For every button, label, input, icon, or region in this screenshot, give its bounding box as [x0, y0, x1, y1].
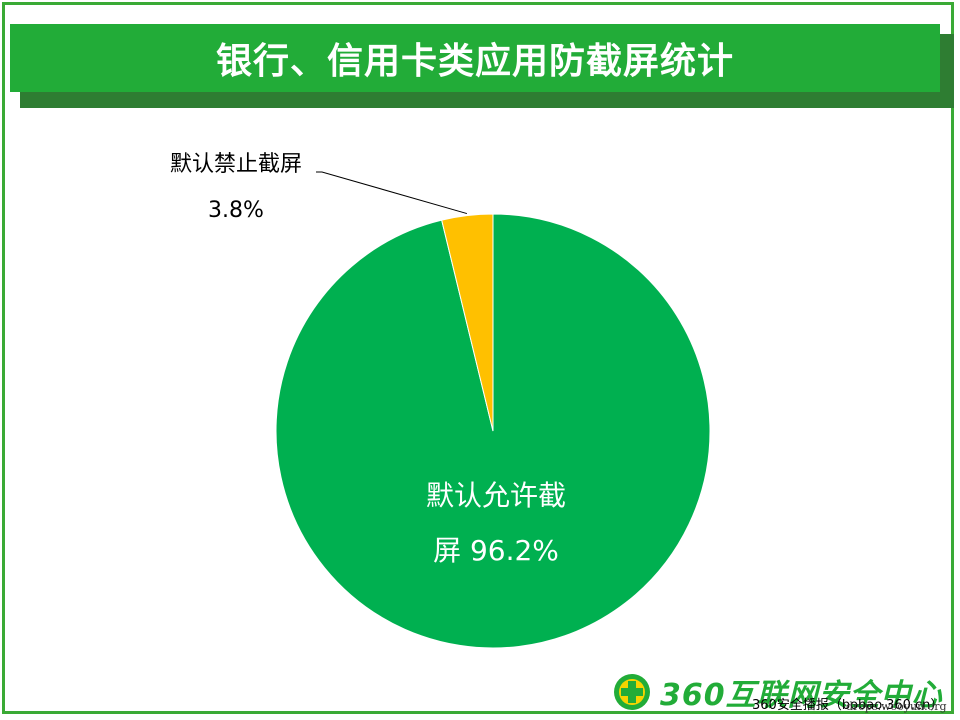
- slice-label-deny-line2: 3.8%: [208, 198, 264, 223]
- slice-label-deny-line1: 默认禁止截屏: [170, 152, 302, 177]
- slice-label-allow-line2: 屏 96.2%: [433, 534, 559, 567]
- slice-label-allow-line1: 默认允许截: [426, 479, 566, 512]
- leader-line: [316, 171, 468, 215]
- shield-cross-icon: [614, 674, 650, 710]
- footer-logo: 360互联网安全中心: [612, 668, 952, 716]
- footer-watermark: drops.wooyun.org: [846, 700, 947, 713]
- footer-source: 360安全播报（bobao.360.cn）: [752, 698, 944, 713]
- footer-brand: 360互联网安全中心: [660, 678, 943, 713]
- pie-slice-1: [441, 213, 494, 432]
- chart-title: 银行、信用卡类应用防截屏统计: [10, 24, 940, 92]
